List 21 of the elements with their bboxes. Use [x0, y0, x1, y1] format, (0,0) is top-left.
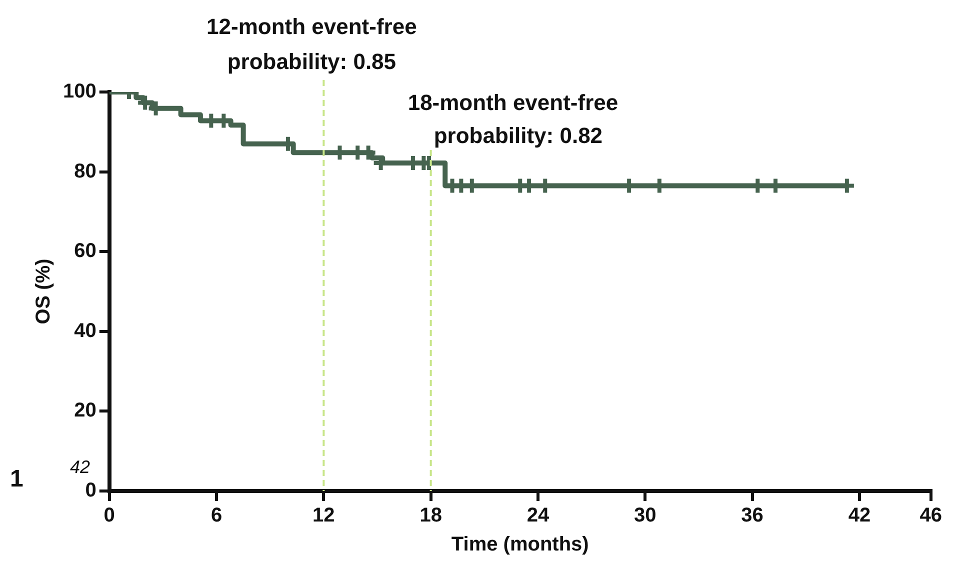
text: 42: [70, 457, 90, 477]
x-axis-title: Time (months): [451, 534, 589, 556]
x-tick-label: 46: [920, 504, 942, 527]
ref-line-label: 12-month event-free probability: 0.85: [206, 14, 417, 74]
y-tick-label: 40: [74, 320, 96, 342]
x-tick-label: 18: [420, 504, 442, 527]
y-tick-label: 80: [74, 160, 96, 182]
y-tick-label: 100: [62, 80, 96, 103]
ref-line-label: 18-month event-free probability: 0.82: [408, 90, 618, 148]
x-tick-label: 0: [104, 504, 115, 527]
x-tick-label: 30: [634, 504, 656, 527]
x-tick-label: 36: [741, 504, 764, 527]
x-tick-label: 6: [210, 504, 222, 527]
text: 1: [10, 466, 24, 493]
x-tick-label: 42: [848, 504, 871, 527]
x-tick-label: 24: [526, 504, 550, 527]
y-tick-label: 0: [85, 480, 96, 502]
y-tick-label: 60: [74, 240, 96, 262]
x-tick-label: 12: [312, 504, 335, 527]
y-tick-label: 20: [74, 400, 96, 422]
y-axis-title: OS (%): [32, 258, 55, 324]
